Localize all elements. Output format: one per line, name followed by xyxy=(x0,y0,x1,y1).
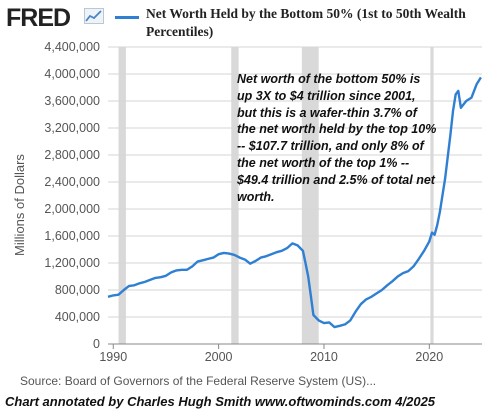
recession-band xyxy=(231,47,239,344)
y-tick-label: 800,000 xyxy=(55,283,100,297)
series-layer xyxy=(107,76,482,329)
x-tick-label: 2000 xyxy=(205,350,233,364)
chart-header: FRED Net Worth Held by the Bottom 50% (1… xyxy=(0,0,500,48)
source-text: Source: Board of Governors of the Federa… xyxy=(20,374,377,388)
y-tick-label: 2,000,000 xyxy=(44,202,100,216)
fred-logo: FRED xyxy=(6,4,71,32)
y-tick-label: 1,200,000 xyxy=(44,256,100,270)
y-tick-label: 1,600,000 xyxy=(44,229,100,243)
y-tick-label: 3,600,000 xyxy=(44,94,100,108)
y-tick-label: 400,000 xyxy=(55,310,100,324)
series-line xyxy=(107,76,482,329)
y-axis-ticks: 0 400,000 800,000 1,200,000 1,600,000 2,000,0… xyxy=(44,40,100,351)
recession-band xyxy=(118,47,126,344)
grid-lines xyxy=(108,46,482,345)
y-tick-label: 2,800,000 xyxy=(44,148,100,162)
y-axis-label: Millions of Dollars xyxy=(12,154,27,256)
annotation-note: Net worth of the bottom 50% is up 3X to … xyxy=(237,72,437,204)
y-tick-label: 0 xyxy=(93,337,100,351)
annotation-footer: Chart annotated by Charles Hugh Smith ww… xyxy=(5,394,436,409)
x-tick-label: 1990 xyxy=(99,350,127,364)
x-axis-ticks: 1990 2000 2010 2020 xyxy=(99,344,443,364)
x-tick-label: 2010 xyxy=(310,350,338,364)
y-tick-label: 4,400,000 xyxy=(44,40,100,54)
x-tick-label: 2020 xyxy=(415,350,443,364)
y-tick-label: 3,200,000 xyxy=(44,121,100,135)
y-tick-label: 2,400,000 xyxy=(44,175,100,189)
legend-line-swatch xyxy=(115,16,139,19)
y-tick-label: 4,000,000 xyxy=(44,67,100,81)
chart-trend-icon xyxy=(84,8,104,24)
recession-band xyxy=(430,47,434,344)
chart-title: Net Worth Held by the Bottom 50% (1st to… xyxy=(146,6,466,39)
